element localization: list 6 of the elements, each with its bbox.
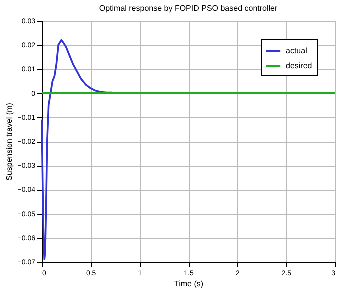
legend-label: actual xyxy=(286,46,308,56)
x-axis-title: Time (s) xyxy=(174,280,204,288)
y-axis-title: Suspension travel (m) xyxy=(4,102,14,181)
line-series xyxy=(41,39,114,260)
legend-label: desired xyxy=(286,62,312,70)
chart-title: Optimal response by FOPID PSO based controller xyxy=(99,4,278,13)
